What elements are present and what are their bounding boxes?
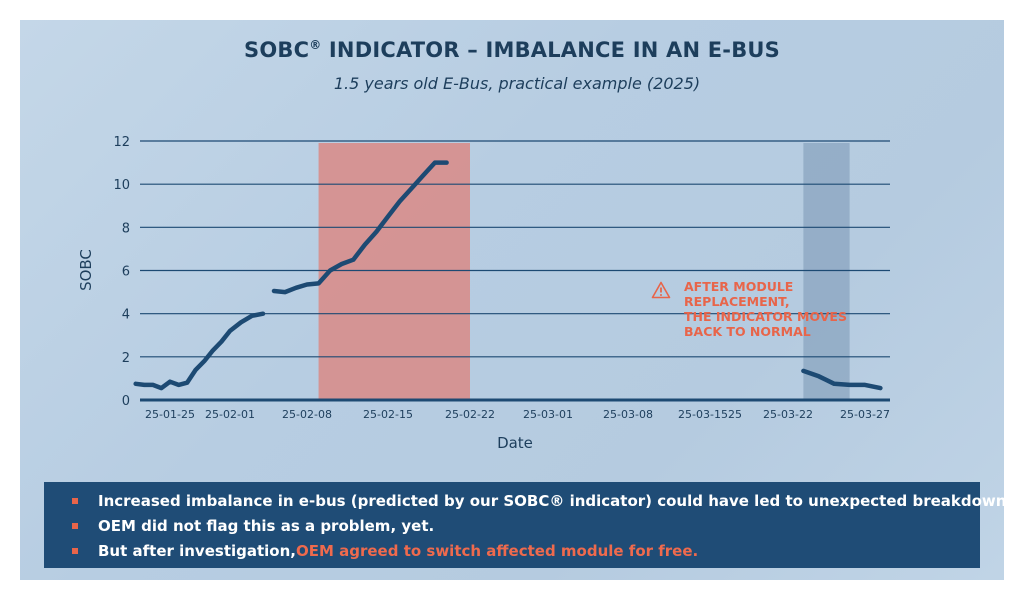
shaded-regions [318,143,850,400]
title-main: SOBC [244,38,310,62]
bullet-text: Increased imbalance in e-bus (predicted … [98,492,1022,510]
shaded-region [803,143,850,400]
x-axis-label: Date [497,434,533,452]
bullet-item: Increased imbalance in e-bus (predicted … [72,492,1021,510]
y-tick-label: 10 [113,178,130,193]
series-line-segment [801,368,883,391]
x-tick-label: 25-03-1525 [678,408,742,421]
page-subtitle: 1.5 years old E-Bus, practical example (… [333,74,701,93]
y-tick-label: 0 [122,394,130,409]
x-tick-label: 25-03-08 [603,408,653,421]
annotation-line: REPLACEMENT, [684,294,790,309]
x-tick-label: 25-02-01 [205,408,255,421]
y-tick-label: 4 [122,308,130,323]
x-tick-label: 25-01-25 [145,408,195,421]
x-tick-label: 25-03-27 [840,408,890,421]
y-tick-label: 6 [122,265,130,280]
bullet-square-icon [72,548,78,554]
y-tick-label: 8 [122,221,130,236]
y-tick-label: 2 [122,351,130,366]
gridlines [140,140,890,402]
x-tick-label: 25-02-08 [282,408,332,421]
annotation-text: AFTER MODULE REPLACEMENT, THE INDICATOR … [684,279,847,339]
annotation-line: AFTER MODULE [684,279,794,294]
bullet-item: But after investigation, OEM agreed to s… [72,542,698,560]
y-axis-label: SOBC [77,249,95,291]
page-title: SOBC® INDICATOR – IMBALANCE IN AN E-BUS [0,38,1024,62]
bullet-square-icon [72,523,78,529]
y-tick-label: 12 [113,135,130,150]
x-tick-label: 25-02-15 [363,408,413,421]
registered-mark: ® [309,38,322,52]
series-line-segment [271,160,449,295]
x-tick-label: 25-03-22 [763,408,813,421]
x-tick-label: 25-02-22 [445,408,495,421]
bullet-item: OEM did not flag this as a problem, yet. [72,517,434,535]
series-lines [133,160,883,391]
series-line-segment [133,311,266,391]
annotation-line: THE INDICATOR MOVES [684,309,847,324]
bullet-highlight: OEM agreed to switch affected module for… [295,542,699,560]
bullet-text: But after investigation, [98,542,296,560]
title-rest: INDICATOR – IMBALANCE IN AN E-BUS [321,38,780,62]
warning-triangle-icon [651,281,671,299]
y-tick-labels: 0 2 4 6 8 10 12 [113,135,130,409]
x-tick-label: 25-03-01 [523,408,573,421]
shaded-region [318,143,470,400]
x-tick-labels: 25-01-25 25-02-01 25-02-08 25-02-15 25-02-22… [145,408,890,421]
bullet-square-icon [72,498,78,504]
summary-box: Increased imbalance in e-bus (predicted … [44,482,1021,568]
bullet-text: OEM did not flag this as a problem, yet. [98,517,435,535]
annotation-line: BACK TO NORMAL [684,324,811,339]
